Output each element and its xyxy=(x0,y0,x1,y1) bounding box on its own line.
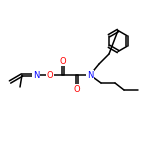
Text: N: N xyxy=(87,70,93,80)
Text: O: O xyxy=(60,57,66,66)
Text: O: O xyxy=(74,84,80,93)
Text: N: N xyxy=(33,70,39,80)
Text: O: O xyxy=(47,70,53,80)
